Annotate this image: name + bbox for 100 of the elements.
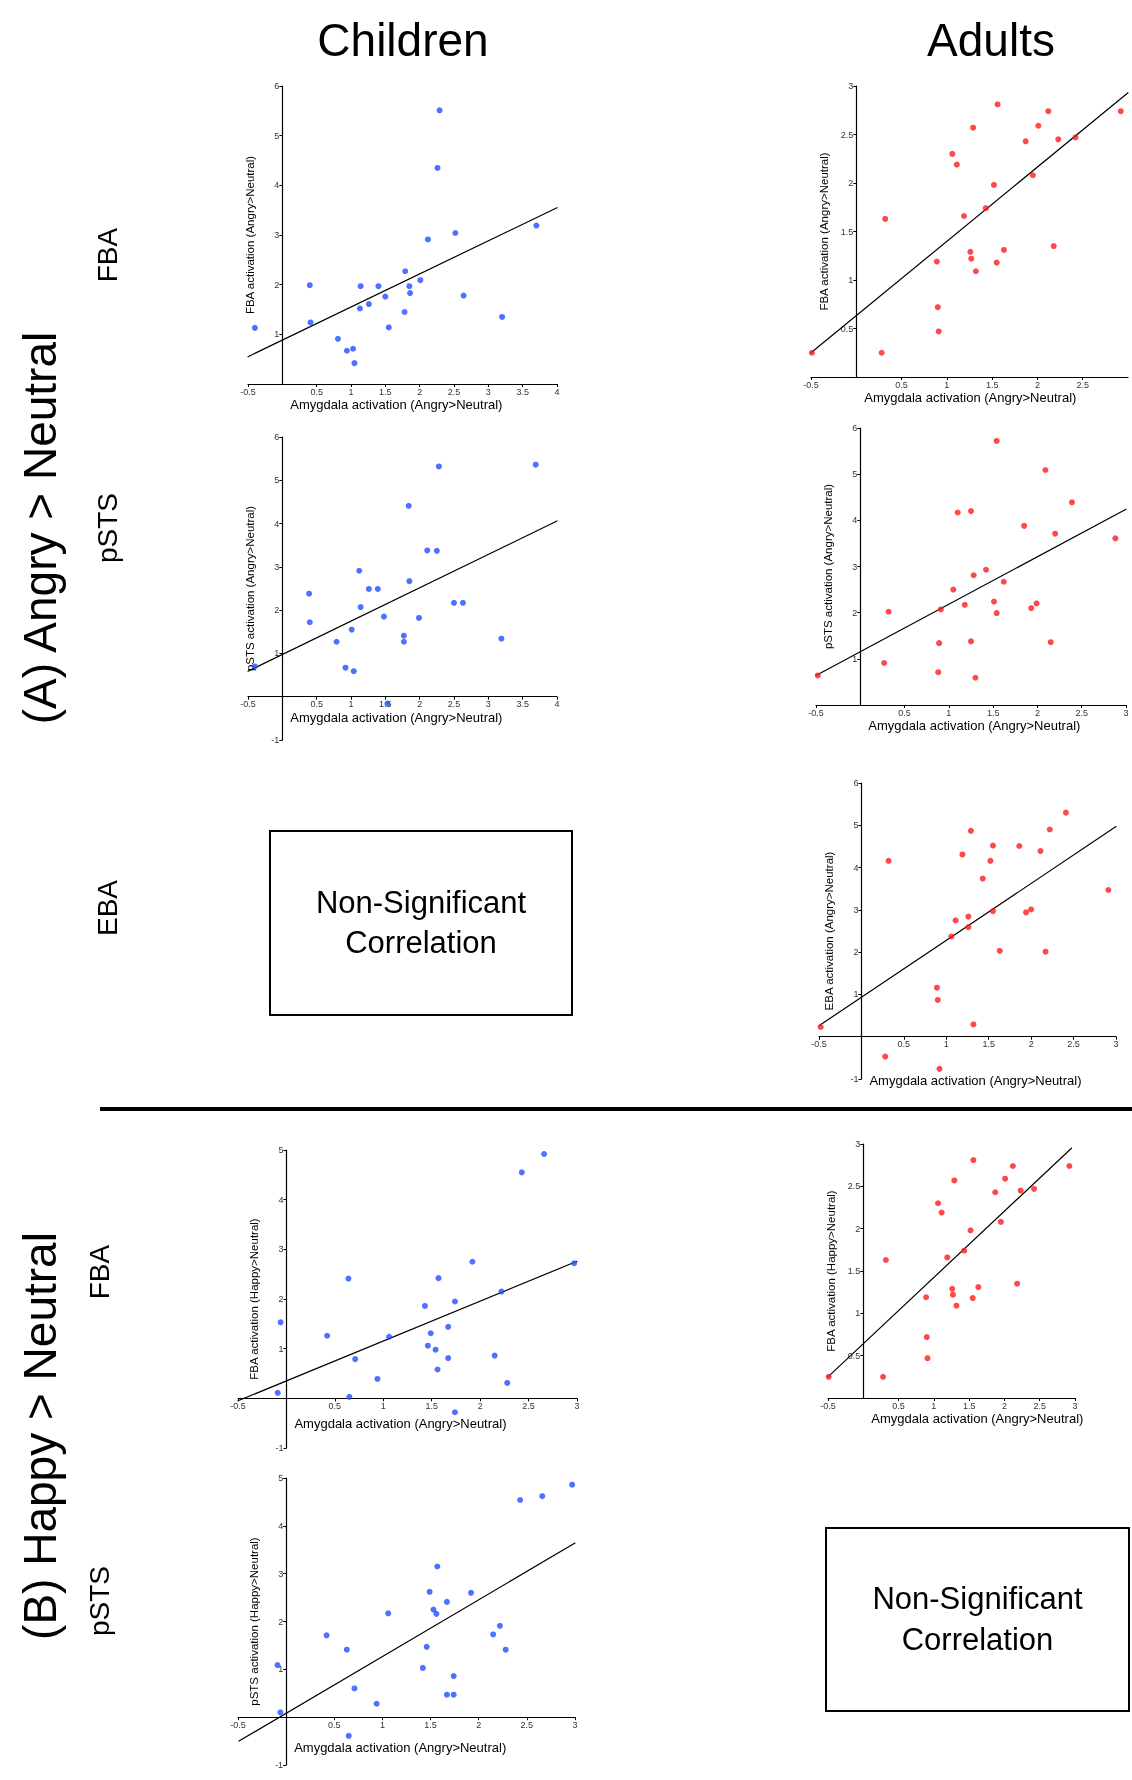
point — [365, 301, 372, 308]
y-tick-label: 2 — [848, 178, 854, 188]
x-tick-label: 1.5 — [379, 699, 392, 710]
point — [953, 1302, 960, 1309]
point — [345, 1275, 352, 1282]
point — [965, 924, 972, 931]
point — [251, 324, 258, 331]
y-axis-title: pSTS activation (Angry>Neutral) — [244, 505, 257, 672]
point — [451, 599, 457, 606]
point — [350, 668, 357, 675]
point — [417, 277, 424, 284]
x-tick-label: 1 — [946, 707, 952, 718]
point — [306, 282, 313, 289]
point — [380, 613, 387, 620]
x-tick-label: 2 — [1034, 379, 1040, 390]
point — [923, 1334, 930, 1341]
point — [498, 635, 505, 642]
point — [882, 215, 889, 222]
point — [949, 150, 956, 157]
y-tick-label: 5 — [852, 469, 858, 480]
x-axis-title: Amygdala activation (Angry>Neutral) — [290, 397, 503, 412]
point — [1045, 108, 1052, 115]
x-tick-label: 1 — [348, 386, 354, 397]
x-tick-label: 2.5 — [522, 1400, 535, 1411]
x-tick-label: -0.5 — [230, 1400, 246, 1411]
x-tick-label: 3 — [1113, 1039, 1119, 1050]
text: FBA — [92, 227, 124, 283]
point — [365, 585, 372, 592]
point — [402, 268, 409, 275]
y-tick-label: 4 — [853, 862, 859, 873]
point — [385, 324, 392, 331]
point — [1016, 843, 1023, 849]
point — [435, 1275, 442, 1282]
x-tick-label: 2 — [417, 386, 423, 397]
point — [924, 1355, 931, 1362]
point — [499, 313, 506, 320]
point — [982, 205, 989, 212]
point — [451, 1298, 458, 1305]
x-tick-label: 0.5 — [892, 1400, 905, 1411]
point — [400, 638, 407, 645]
point — [990, 181, 997, 188]
point — [434, 164, 441, 171]
point — [965, 913, 972, 920]
point — [970, 124, 977, 131]
x-tick-label: 4 — [554, 699, 560, 710]
point — [432, 1346, 439, 1353]
point — [351, 1685, 358, 1692]
point — [407, 290, 414, 297]
x-tick-label: 1.5 — [962, 1400, 976, 1411]
point — [885, 608, 892, 615]
point — [970, 1021, 977, 1028]
y-tick-label: 1.5 — [840, 226, 854, 237]
point — [382, 293, 389, 300]
y-tick-label: 2 — [855, 1223, 861, 1234]
y-tick-label: 4 — [278, 1520, 284, 1531]
y-tick-label: 3 — [274, 561, 280, 572]
x-tick-label: -0.5 — [811, 1039, 827, 1050]
y-tick-label: 4 — [274, 518, 280, 529]
point — [935, 669, 942, 676]
point — [968, 508, 974, 515]
point — [987, 857, 994, 864]
point — [375, 283, 382, 290]
point — [1002, 1175, 1009, 1182]
point — [1052, 530, 1059, 537]
point — [937, 606, 944, 613]
point — [1042, 948, 1049, 955]
y-axis-title: EBA activation (Angry>Neutral) — [823, 851, 836, 1011]
point — [933, 258, 940, 265]
y-tick-label: 3 — [853, 904, 859, 915]
point — [356, 567, 363, 574]
y-tick-label: 3 — [848, 81, 854, 91]
y-tick-label: 4 — [278, 1194, 284, 1205]
point — [961, 1247, 968, 1254]
y-axis-title: pSTS activation (Angry>Neutral) — [822, 483, 835, 650]
x-tick-label: 0.5 — [898, 707, 911, 718]
point — [1021, 522, 1028, 529]
point — [1042, 467, 1049, 474]
x-tick-label: 1.5 — [425, 1400, 438, 1411]
x-tick-label: 3 — [574, 1400, 580, 1411]
point — [346, 1393, 353, 1400]
y-tick-label: 3 — [278, 1244, 284, 1255]
x-tick-label: 0.5 — [310, 699, 323, 710]
point — [881, 659, 888, 666]
point — [350, 345, 357, 352]
y-tick-label: 2 — [274, 605, 280, 616]
y-axis-title: FBA activation (Angry>Neutral) — [817, 152, 830, 311]
x-tick-label: 2 — [476, 1719, 482, 1730]
point — [306, 590, 313, 597]
point — [935, 1200, 942, 1207]
point — [969, 1295, 976, 1302]
point — [1117, 108, 1124, 115]
point — [502, 1646, 509, 1653]
point — [424, 236, 431, 243]
y-tick-label: 0.5 — [840, 323, 854, 334]
text: Children — [317, 13, 489, 67]
x-tick-label: -0.5 — [820, 1400, 836, 1411]
point — [343, 1646, 350, 1653]
point — [949, 1285, 956, 1292]
y-tick-label: 1 — [274, 648, 280, 659]
x-tick-label: 1.5 — [379, 386, 392, 397]
